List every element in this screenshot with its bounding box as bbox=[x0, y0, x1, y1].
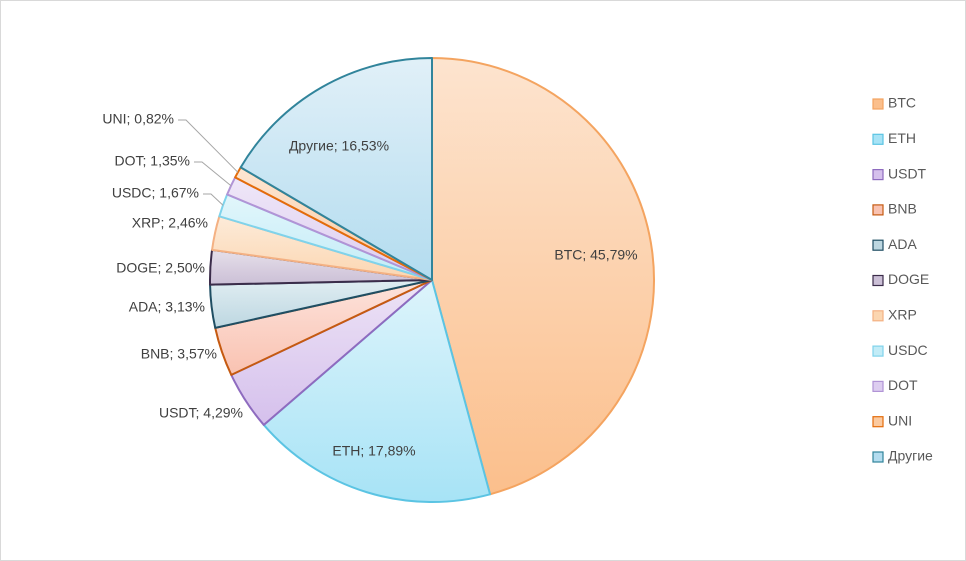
legend-swatch-eth bbox=[872, 133, 884, 145]
slice-eth bbox=[262, 279, 492, 503]
data-labels: BTC; 45,79% ETH; 17,89% USDT; 4,29% BNB; 3,… bbox=[102, 111, 637, 459]
legend-swatch-usdc bbox=[872, 345, 884, 357]
legend-swatch-doge bbox=[872, 274, 884, 287]
data-label-dot: DOT; 1,35% bbox=[115, 153, 190, 169]
data-label-ada: ADA; 3,13% bbox=[129, 299, 205, 315]
data-label-other: Другие; 16,53% bbox=[289, 138, 389, 154]
legend-label-ada: ADA bbox=[888, 236, 917, 252]
legend: BTC ETH USDT BNB ADA DOGE XRP USDC DOT UNI Другие bbox=[872, 95, 933, 464]
legend-swatch-uni bbox=[872, 416, 884, 428]
legend-label-btc: BTC bbox=[888, 95, 916, 111]
legend-swatch-btc bbox=[872, 98, 884, 110]
data-label-usdc: USDC; 1,67% bbox=[112, 185, 199, 201]
leader-line-uni bbox=[178, 119, 239, 173]
legend-swatch-usdt bbox=[872, 169, 884, 181]
legend-label-other: Другие bbox=[888, 448, 933, 464]
data-label-eth: ETH; 17,89% bbox=[332, 443, 415, 459]
legend-swatch-xrp bbox=[872, 310, 884, 322]
legend-label-xrp: XRP bbox=[888, 307, 917, 323]
pie-slices bbox=[209, 57, 655, 503]
data-label-btc: BTC; 45,79% bbox=[554, 247, 637, 263]
legend-label-bnb: BNB bbox=[888, 201, 917, 217]
legend-swatch-dot bbox=[872, 380, 884, 392]
legend-swatch-ada bbox=[872, 239, 884, 251]
legend-label-doge: DOGE bbox=[888, 271, 929, 287]
slice-btc bbox=[431, 57, 655, 496]
legend-label-usdc: USDC bbox=[888, 342, 928, 358]
data-label-doge: DOGE; 2,50% bbox=[116, 260, 205, 276]
slice-other bbox=[239, 57, 433, 281]
data-label-xrp: XRP; 2,46% bbox=[132, 215, 208, 231]
leader-line-dot bbox=[194, 161, 232, 187]
legend-swatch-bnb bbox=[872, 204, 884, 216]
leader-lines bbox=[178, 119, 239, 206]
leader-line-usdc bbox=[203, 193, 224, 206]
data-label-bnb: BNB; 3,57% bbox=[141, 346, 217, 362]
data-label-uni: UNI; 0,82% bbox=[102, 111, 174, 127]
legend-label-uni: UNI bbox=[888, 412, 912, 428]
data-label-usdt: USDT; 4,29% bbox=[159, 405, 243, 421]
legend-label-eth: ETH bbox=[888, 130, 916, 146]
legend-label-dot: DOT bbox=[888, 377, 918, 393]
legend-label-usdt: USDT bbox=[888, 165, 927, 181]
legend-swatch-other bbox=[872, 451, 884, 463]
